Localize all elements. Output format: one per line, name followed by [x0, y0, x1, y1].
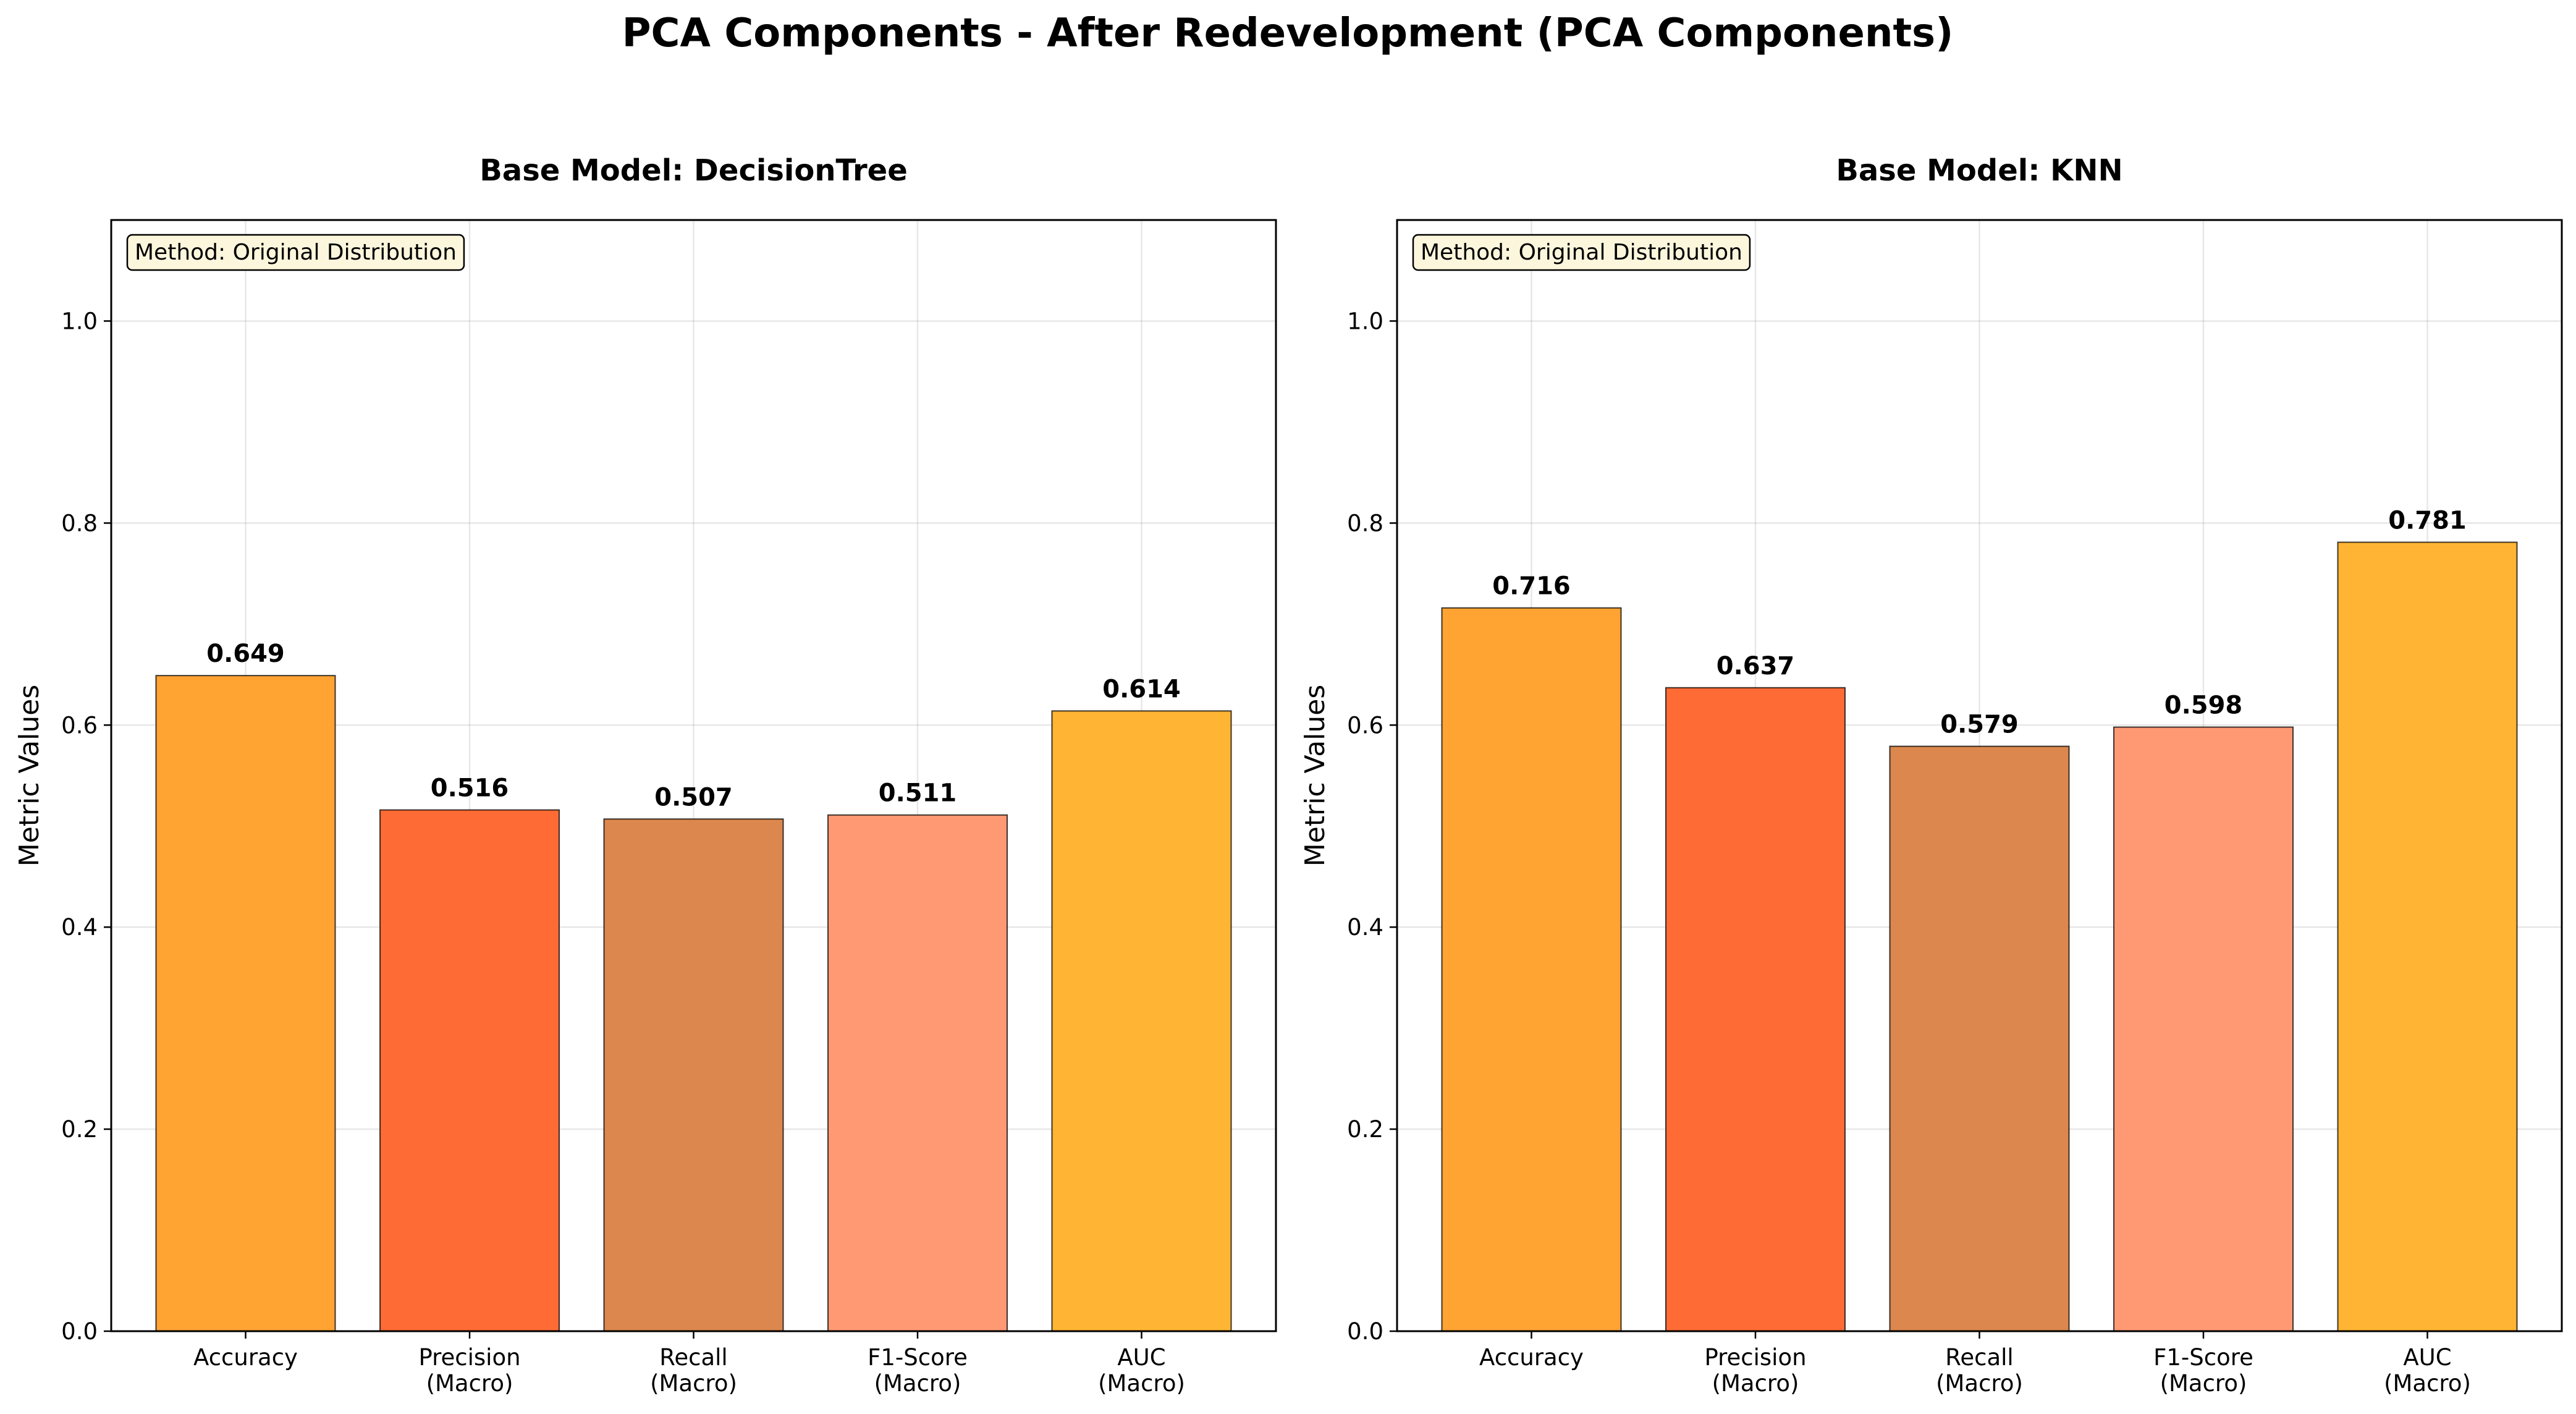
axes-frame: [1396, 219, 2563, 1332]
x-tick-label: AUC (Macro): [2384, 1344, 2471, 1397]
x-tick-label: Accuracy: [193, 1344, 298, 1371]
x-tick-label: F1-Score (Macro): [868, 1344, 968, 1397]
data-label: 0.511: [879, 779, 957, 808]
bar-accuracy: [155, 675, 336, 1332]
panel-decisiontree: Base Model: DecisionTree 0.0 0.2 0.4 0.6 0.8 1…: [14, 153, 1277, 1397]
method-annotation-box: [1412, 234, 1751, 271]
data-label: 0.598: [2164, 692, 2243, 720]
x-tick-label: Precision (Macro): [418, 1344, 520, 1397]
bar-recall: [1889, 745, 2070, 1332]
x-tick-label: F1-Score (Macro): [2153, 1344, 2253, 1397]
figure-title: PCA Components - After Redevelopment (PC…: [622, 11, 1954, 56]
bar-f1-score: [2113, 726, 2294, 1332]
bar-precision: [379, 809, 560, 1332]
method-annotation-box: [126, 234, 465, 271]
data-label: 0.781: [2388, 506, 2467, 535]
data-label: 0.614: [1102, 675, 1181, 703]
axes-title: Base Model: KNN: [1836, 153, 2122, 188]
y-tick-label: 0.8: [1347, 510, 1383, 536]
y-tick-label: 0.2: [61, 1116, 98, 1143]
data-label: 0.716: [1492, 572, 1571, 601]
y-axis-label: Metric Values: [1299, 685, 1331, 867]
x-tick-label: Precision (Macro): [1704, 1344, 1806, 1397]
bar-accuracy: [1441, 607, 1622, 1332]
y-tick-label: 0.6: [61, 712, 98, 739]
bar-f1-score: [827, 814, 1008, 1332]
axes-frame: [110, 219, 1277, 1332]
y-tick-label: 0.6: [1347, 712, 1383, 739]
y-tick-label: 0.2: [1347, 1116, 1383, 1143]
x-tick-label: AUC (Macro): [1098, 1344, 1185, 1397]
y-tick-label: 0.4: [61, 914, 98, 941]
y-axis-label: Metric Values: [14, 685, 45, 867]
bar-precision: [1665, 687, 1846, 1332]
bar-auc: [2337, 541, 2518, 1332]
panel-knn: Base Model: KNN 0.0 0.2 0.4 0.6 0.8 1.0 0.716 0.…: [1299, 153, 2563, 1397]
y-tick-label: 0.0: [61, 1318, 98, 1345]
data-label: 0.649: [206, 640, 285, 668]
x-tick-label: Recall (Macro): [1936, 1344, 2023, 1397]
y-tick-label: 0.0: [1347, 1318, 1383, 1345]
bar-auc: [1051, 710, 1232, 1332]
method-annotation: Method: Original Distribution: [135, 240, 457, 265]
bar-recall: [603, 818, 784, 1332]
x-tick-label: Accuracy: [1479, 1344, 1584, 1371]
data-label: 0.507: [654, 783, 733, 811]
data-label: 0.579: [1940, 711, 2019, 739]
method-annotation: Method: Original Distribution: [1421, 240, 1742, 265]
y-tick-label: 1.0: [1347, 308, 1383, 334]
y-tick-label: 0.8: [61, 510, 98, 536]
x-tick-label: Recall (Macro): [650, 1344, 737, 1397]
y-tick-label: 0.4: [1347, 914, 1383, 941]
data-label: 0.516: [431, 774, 509, 803]
axes-title: Base Model: DecisionTree: [479, 153, 908, 188]
data-label: 0.637: [1717, 652, 1795, 680]
y-tick-label: 1.0: [61, 308, 98, 334]
